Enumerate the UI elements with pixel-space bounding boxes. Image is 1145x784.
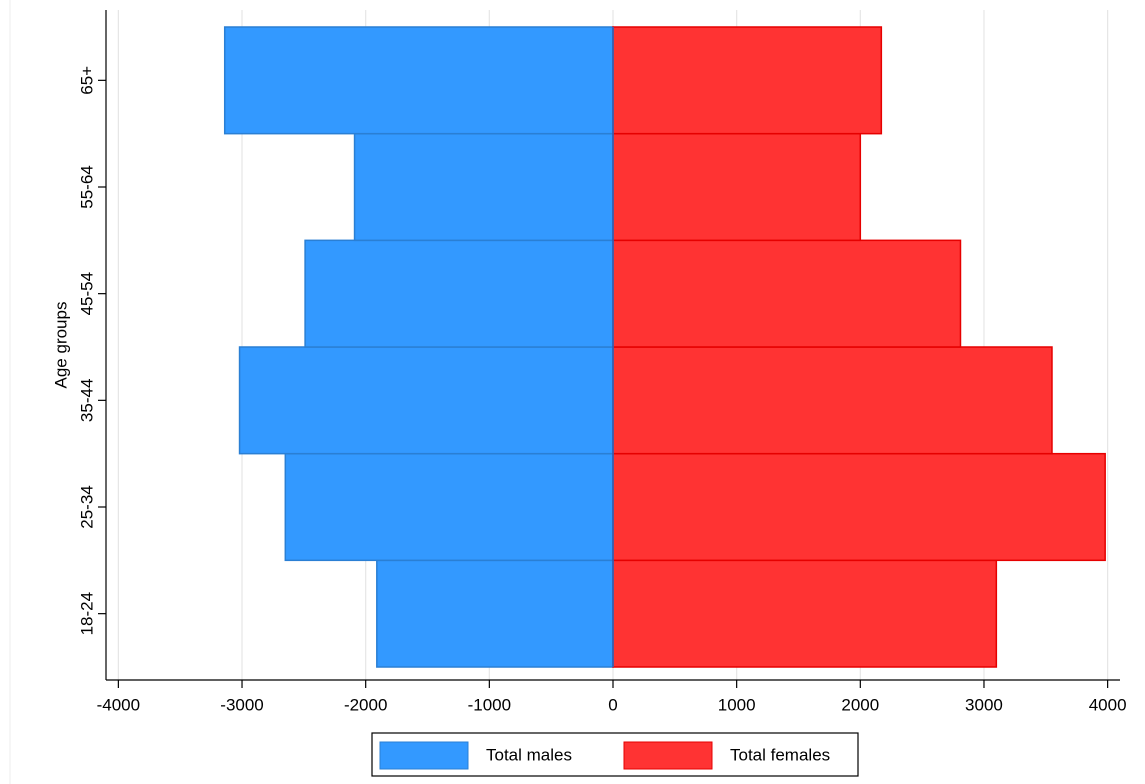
x-tick-label: -1000 <box>468 695 511 714</box>
legend-label: Total males <box>486 745 572 764</box>
bar <box>376 559 614 668</box>
y-tick-label: 55-64 <box>77 165 96 208</box>
bar <box>284 452 614 562</box>
x-tick-label: 0 <box>608 695 617 714</box>
y-tick-label: 25-34 <box>77 485 96 528</box>
x-tick-label: 2000 <box>841 695 879 714</box>
x-tick-label: 4000 <box>1089 695 1127 714</box>
bar <box>304 239 614 348</box>
x-tick-label: 1000 <box>718 695 756 714</box>
legend-swatch <box>623 741 713 770</box>
bar <box>612 346 1053 455</box>
x-tick-label: -2000 <box>344 695 387 714</box>
bar <box>612 26 883 135</box>
x-tick-label: -4000 <box>97 695 140 714</box>
bar <box>223 26 614 135</box>
bar <box>612 559 998 668</box>
y-tick-label: 35-44 <box>77 379 96 422</box>
bar <box>612 239 962 348</box>
x-tick-label: -3000 <box>220 695 263 714</box>
bar <box>238 346 614 455</box>
bar <box>353 132 614 242</box>
y-tick-label: 45-54 <box>77 272 96 315</box>
x-tick-label: 3000 <box>965 695 1003 714</box>
y-tick-label: 65+ <box>77 66 96 95</box>
y-axis-title: Age groups <box>51 302 70 389</box>
bar <box>612 132 862 242</box>
legend-swatch <box>379 741 469 770</box>
y-tick-label: 18-24 <box>77 592 96 635</box>
bar <box>612 452 1106 562</box>
legend-label: Total females <box>730 745 830 764</box>
